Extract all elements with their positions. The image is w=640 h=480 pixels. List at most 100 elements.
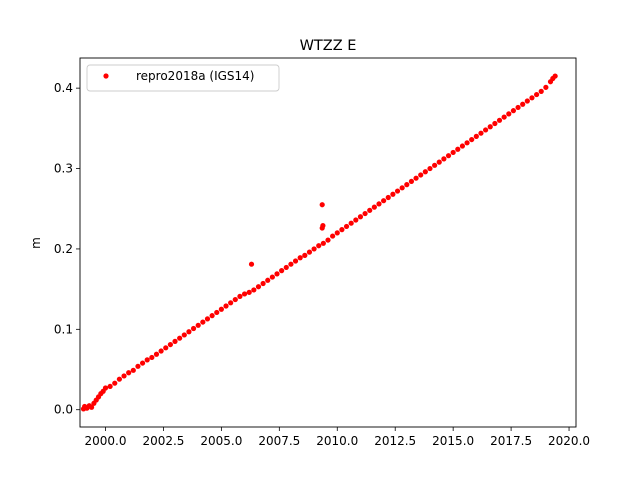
data-point (126, 370, 132, 376)
data-point (297, 255, 303, 261)
data-point (139, 360, 146, 366)
data-point (172, 338, 178, 344)
x-tick-label: 2002.5 (142, 434, 184, 448)
data-point (483, 127, 489, 133)
data-point (167, 341, 173, 348)
data-points (80, 73, 558, 412)
data-point (265, 277, 271, 283)
data-point (459, 143, 466, 149)
data-point (436, 159, 442, 165)
data-point (248, 261, 255, 267)
data-point (130, 367, 136, 373)
data-point (367, 207, 373, 213)
data-point (302, 252, 308, 258)
data-point (418, 172, 424, 178)
data-point (283, 264, 289, 271)
data-point (492, 120, 498, 127)
data-point (102, 385, 109, 391)
x-tick-label: 2017.5 (490, 434, 532, 448)
y-tick-label: 0.1 (54, 322, 73, 336)
data-point (269, 274, 275, 280)
data-point (357, 214, 364, 220)
data-point (515, 104, 521, 111)
data-point (209, 313, 215, 319)
data-point (371, 204, 377, 210)
data-point (422, 169, 428, 175)
chart-title: WTZZ E (300, 38, 357, 54)
data-point (441, 156, 447, 162)
legend: repro2018a (IGS14) (86, 64, 280, 92)
data-point (330, 233, 336, 239)
x-tick-label: 2015.0 (432, 434, 474, 448)
data-point (394, 188, 401, 194)
data-point (181, 332, 187, 338)
x-tick-label: 2005.0 (200, 434, 242, 448)
data-point (501, 114, 507, 120)
plot-area-frame (79, 57, 577, 428)
data-point (538, 88, 544, 94)
data-point (343, 223, 350, 230)
y-tick-label: 0.3 (54, 162, 73, 176)
data-point (487, 124, 493, 130)
data-point (334, 230, 340, 236)
data-point (274, 271, 280, 277)
data-point (107, 383, 113, 390)
data-point (251, 287, 257, 293)
y-axis-label-group: m (29, 237, 43, 249)
data-point (464, 140, 470, 146)
x-tick-label: 2020.0 (548, 434, 590, 448)
data-point (260, 280, 266, 287)
data-point (228, 300, 234, 306)
data-point (413, 175, 419, 181)
x-tick-label: 2012.5 (374, 434, 416, 448)
data-point (158, 348, 164, 354)
data-point (149, 354, 155, 361)
data-point (339, 227, 345, 233)
x-tick-label: 2007.5 (258, 434, 300, 448)
data-point (399, 185, 405, 191)
data-point (478, 130, 484, 136)
data-point (214, 309, 220, 316)
data-point (543, 84, 549, 90)
data-point (524, 98, 530, 104)
data-point (381, 198, 387, 204)
data-point (506, 111, 512, 117)
y-axis-ticks: 0.0 0.1 0.2 0.3 0.4 (54, 81, 80, 417)
y-tick-label: 0.0 (54, 403, 73, 417)
legend-marker (103, 73, 109, 79)
y-axis-label: m (29, 237, 43, 249)
data-point (186, 329, 192, 335)
data-point (520, 101, 526, 107)
data-point (469, 136, 475, 143)
data-point (353, 217, 359, 223)
data-point (135, 363, 141, 369)
data-point (445, 153, 452, 159)
data-point (427, 165, 433, 172)
data-point (510, 108, 517, 114)
data-point (311, 246, 317, 252)
data-point (200, 319, 206, 325)
data-point (404, 182, 410, 188)
data-point (190, 325, 197, 332)
data-point (204, 316, 211, 322)
data-point (529, 95, 535, 101)
y-tick-label: 0.2 (54, 242, 73, 256)
data-point (112, 380, 118, 386)
data-point (348, 220, 354, 226)
data-point (232, 296, 238, 303)
data-point (292, 258, 299, 264)
data-point (316, 243, 322, 249)
data-point (279, 268, 285, 274)
data-point (455, 146, 461, 152)
data-point (121, 373, 127, 379)
data-point (306, 249, 313, 255)
data-point (153, 351, 160, 357)
data-point (218, 306, 224, 312)
data-point (376, 201, 382, 207)
data-point (362, 210, 368, 217)
data-point (533, 91, 540, 98)
data-point (144, 357, 150, 363)
data-point (195, 322, 201, 328)
data-point (390, 191, 396, 197)
